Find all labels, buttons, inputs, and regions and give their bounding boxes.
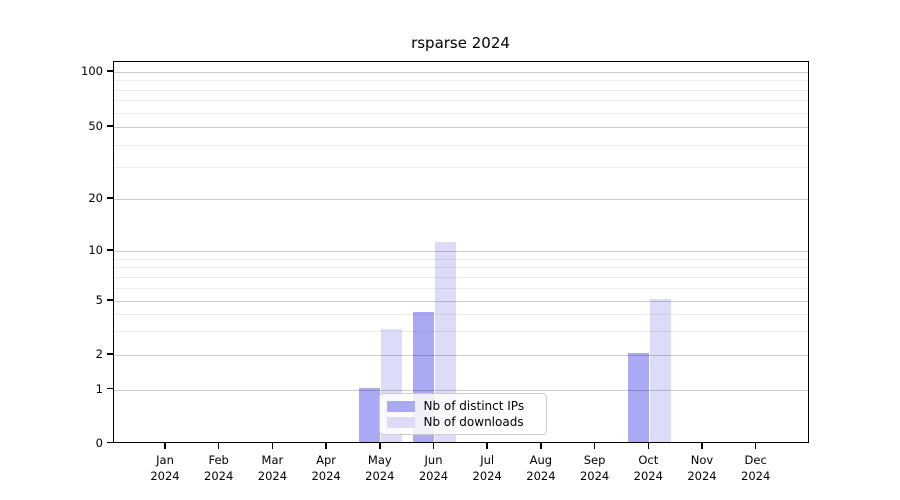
- minor-gridline: [113, 80, 808, 82]
- major-gridline: [113, 199, 808, 200]
- x-tick-label: Aug 2024: [526, 453, 556, 483]
- x-tick-mark: [701, 442, 703, 449]
- x-tick-mark: [647, 442, 650, 449]
- x-tick-label: Nov 2024: [687, 453, 717, 483]
- x-tick-mark: [217, 442, 220, 449]
- y-tick-mark: [106, 125, 113, 127]
- major-gridline: [113, 72, 808, 73]
- minor-gridline: [113, 258, 808, 260]
- x-tick-label: Jul 2024: [472, 453, 502, 483]
- y-tick-label: 20: [88, 191, 103, 205]
- x-tick-label: Sep 2024: [579, 453, 610, 483]
- x-tick-label: Dec 2024: [741, 453, 771, 483]
- x-tick-label: Oct 2024: [633, 453, 663, 483]
- y-tick-mark: [106, 249, 113, 251]
- minor-gridline: [113, 314, 808, 316]
- legend: Nb of distinct IPs Nb of downloads: [378, 393, 547, 435]
- x-tick-label: Jan 2024: [150, 453, 180, 483]
- y-tick-mark: [106, 441, 113, 444]
- minor-gridline: [113, 267, 808, 269]
- x-tick-mark: [486, 442, 488, 449]
- minor-gridline: [113, 89, 808, 91]
- major-gridline: [113, 355, 808, 356]
- major-gridline: [113, 301, 808, 302]
- chart-title: rsparse 2024: [411, 34, 510, 52]
- major-gridline: [113, 127, 808, 128]
- minor-gridline: [113, 287, 808, 289]
- minor-gridline: [113, 100, 808, 102]
- x-tick-mark: [754, 442, 757, 449]
- legend-label-distinct-ips: Nb of distinct IPs: [423, 399, 525, 413]
- y-tick-mark: [106, 299, 113, 301]
- x-tick-mark: [540, 442, 542, 449]
- y-tick-label: 10: [88, 243, 103, 257]
- x-tick-label: May 2024: [365, 453, 395, 483]
- y-tick-mark: [106, 387, 113, 390]
- x-tick-label: Apr 2024: [311, 453, 341, 483]
- y-tick-mark: [106, 197, 113, 199]
- plot-area: Nb of distinct IPs Nb of downloads: [112, 61, 809, 443]
- x-tick-label: Jun 2024: [418, 453, 449, 483]
- legend-label-downloads: Nb of downloads: [423, 415, 524, 429]
- legend-entry-distinct-ips: Nb of distinct IPs: [386, 399, 539, 413]
- minor-gridline: [113, 167, 808, 169]
- minor-gridline: [113, 331, 808, 333]
- y-tick-label: 2: [95, 347, 103, 361]
- x-tick-label: Mar 2024: [257, 453, 288, 483]
- legend-entry-downloads: Nb of downloads: [386, 415, 539, 429]
- y-tick-label: 100: [81, 64, 103, 78]
- minor-gridline: [113, 112, 808, 114]
- major-gridline: [113, 251, 808, 252]
- minor-gridline: [113, 276, 808, 278]
- bar-distinct-ips: [627, 353, 649, 442]
- legend-swatch-distinct-ips: [386, 400, 415, 412]
- x-tick-mark: [164, 442, 166, 449]
- y-tick-label: 5: [95, 293, 103, 307]
- bar-distinct-ips: [359, 387, 381, 442]
- y-tick-label: 50: [88, 119, 103, 133]
- x-tick-mark: [432, 442, 435, 449]
- x-tick-mark: [271, 442, 274, 449]
- major-gridline: [113, 389, 808, 391]
- y-tick-label: 1: [95, 381, 103, 396]
- y-tick-label: 0: [95, 435, 103, 450]
- bar-downloads: [435, 241, 456, 442]
- x-tick-mark: [593, 442, 596, 449]
- x-tick-mark: [325, 442, 327, 449]
- legend-swatch-downloads: [386, 416, 415, 428]
- bar-downloads: [649, 299, 671, 442]
- y-tick-mark: [106, 70, 113, 72]
- minor-gridline: [113, 144, 808, 146]
- x-tick-label: Feb 2024: [204, 453, 234, 483]
- x-tick-mark: [379, 442, 381, 449]
- y-tick-mark: [106, 353, 113, 355]
